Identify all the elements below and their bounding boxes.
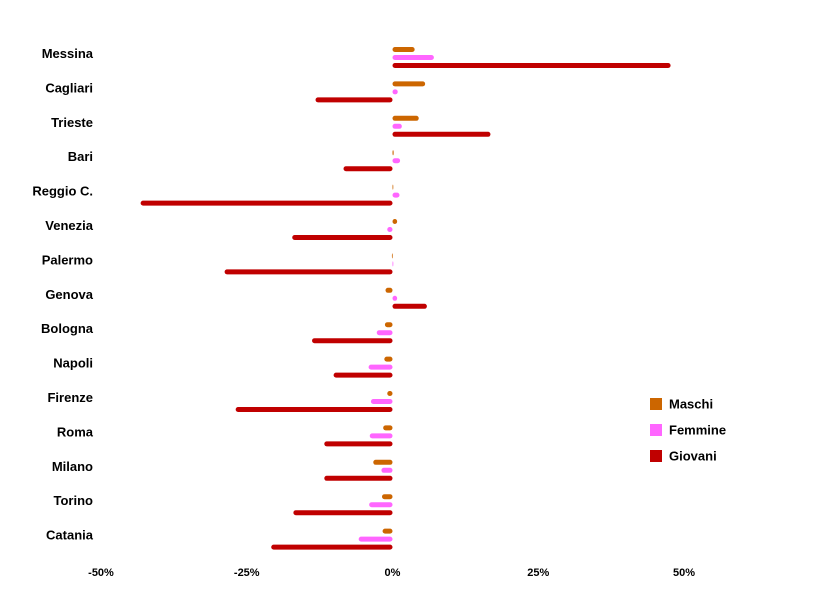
bar-giovani-torino <box>293 510 393 516</box>
x-tick-label: -25% <box>234 567 260 579</box>
bar-maschi-firenze <box>387 391 393 396</box>
bar-femmine-milano <box>381 467 393 473</box>
bar-maschi-reggio-c <box>392 184 394 190</box>
bar-femmine-napoli <box>368 364 393 370</box>
bar-femmine-bari <box>392 158 401 164</box>
x-tick-label: 50% <box>673 567 695 579</box>
legend-swatch-femmine <box>650 424 662 436</box>
bar-giovani-reggio-c <box>140 200 393 206</box>
category-label-roma: Roma <box>57 424 94 439</box>
bar-giovani-genova <box>392 303 427 309</box>
bar-maschi-catania <box>382 528 393 534</box>
bar-giovani-firenze <box>235 407 393 412</box>
category-label-genova: Genova <box>45 287 93 302</box>
bar-femmine-messina <box>392 55 434 60</box>
x-tick-label: 25% <box>527 567 549 579</box>
bar-maschi-cagliari <box>392 81 426 87</box>
category-label-venezia: Venezia <box>45 218 93 233</box>
bar-giovani-roma <box>324 441 393 447</box>
category-label-bologna: Bologna <box>41 321 94 336</box>
bar-maschi-bari <box>392 150 394 156</box>
legend-label-maschi: Maschi <box>669 397 713 412</box>
bars-group <box>140 47 671 550</box>
bar-maschi-messina <box>392 47 415 52</box>
bar-giovani-palermo <box>224 269 393 275</box>
bar-maschi-trieste <box>392 115 419 121</box>
category-label-trieste: Trieste <box>51 115 93 130</box>
category-label-milano: Milano <box>52 459 93 474</box>
category-label-torino: Torino <box>54 493 94 508</box>
x-tick-label: -50% <box>88 567 114 579</box>
bar-giovani-messina <box>392 63 671 68</box>
bar-giovani-cagliari <box>315 97 393 103</box>
bar-femmine-palermo <box>392 261 394 267</box>
bar-maschi-palermo <box>391 253 393 259</box>
legend: Maschi Femmine Giovani <box>650 397 726 464</box>
bar-femmine-bologna <box>376 330 393 336</box>
bar-maschi-torino <box>382 494 393 500</box>
bar-femmine-cagliari <box>392 89 398 95</box>
bar-maschi-napoli <box>384 356 393 362</box>
legend-label-giovani: Giovani <box>669 449 717 464</box>
bar-femmine-firenze <box>370 399 393 404</box>
category-label-firenze: Firenze <box>47 390 93 405</box>
category-label-napoli: Napoli <box>53 356 93 371</box>
bar-maschi-milano <box>373 459 393 465</box>
bar-giovani-bologna <box>312 338 393 344</box>
category-label-reggio-c: Reggio C. <box>32 184 93 199</box>
bar-giovani-napoli <box>333 372 393 378</box>
bar-maschi-roma <box>383 425 393 431</box>
legend-swatch-giovani <box>650 450 662 462</box>
category-label-bari: Bari <box>68 149 93 164</box>
bar-femmine-genova <box>392 295 398 301</box>
bar-femmine-reggio-c <box>392 192 400 198</box>
bar-maschi-venezia <box>392 219 398 224</box>
bar-giovani-bari <box>343 166 393 172</box>
bar-femmine-torino <box>369 502 393 508</box>
category-labels: Messina Cagliari Trieste Bari Reggio C. Venez… <box>32 46 93 543</box>
legend-label-femmine: Femmine <box>669 423 726 438</box>
bar-giovani-venezia <box>292 235 393 240</box>
category-label-messina: Messina <box>42 46 94 61</box>
x-axis-tick-labels: -50% -25% 0% 25% 50% <box>88 567 695 579</box>
bar-giovani-trieste <box>392 131 491 137</box>
bar-femmine-roma <box>369 433 393 439</box>
bar-femmine-trieste <box>392 123 402 129</box>
bar-giovani-milano <box>324 475 393 481</box>
category-label-catania: Catania <box>46 528 94 543</box>
legend-swatch-maschi <box>650 398 662 410</box>
category-label-palermo: Palermo <box>42 252 93 267</box>
bar-maschi-genova <box>385 287 393 293</box>
bar-maschi-bologna <box>384 322 393 328</box>
x-tick-label: 0% <box>385 567 401 579</box>
bar-femmine-catania <box>358 536 393 542</box>
bar-giovani-catania <box>271 544 393 550</box>
category-label-cagliari: Cagliari <box>45 80 93 95</box>
bar-femmine-venezia <box>387 227 393 232</box>
